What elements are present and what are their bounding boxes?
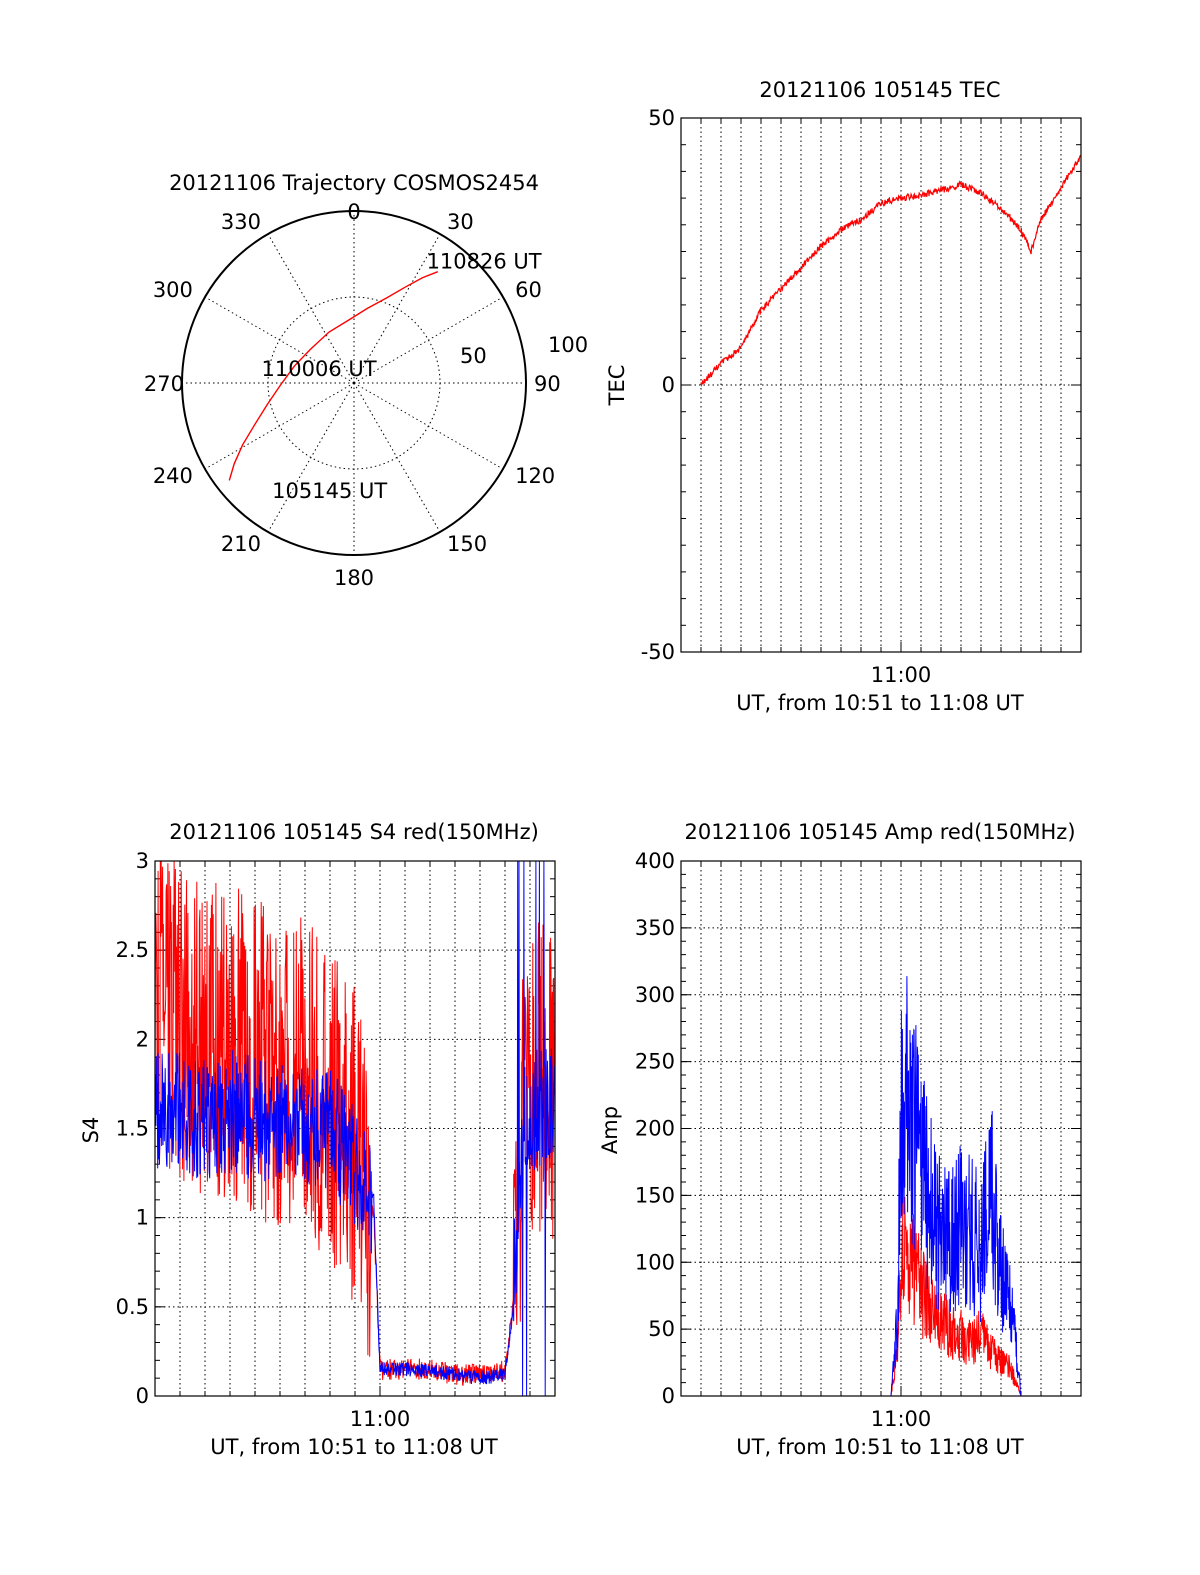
polar-azimuth-label: 210 bbox=[221, 532, 261, 556]
amp-ytick-label: 250 bbox=[635, 1050, 675, 1074]
amp-frame bbox=[680, 860, 1082, 1397]
polar-azimuth-labels: 0 30 60 90 120 150 180 210 240 270 300 330 bbox=[144, 200, 561, 590]
s4-series bbox=[154, 860, 556, 1397]
polar-trajectory-plot: 20121106 Trajectory COSMOS2454 0 30 60 90 12… bbox=[144, 171, 588, 590]
polar-azimuth-label: 180 bbox=[334, 566, 374, 590]
s4-ytick-label: 1 bbox=[136, 1206, 149, 1230]
tec-ylabel: TEC bbox=[605, 365, 629, 407]
amp-plot: 20121106 105145 Amp red(150MHz) Amp UT, … bbox=[598, 820, 1082, 1459]
polar-grid bbox=[181, 210, 527, 556]
polar-spoke bbox=[267, 233, 355, 384]
polar-annotations: 110826 UT 110006 UT 105145 UT bbox=[262, 249, 542, 503]
tec-series-line-main bbox=[700, 154, 1082, 388]
s4-ytick-label: 0.5 bbox=[116, 1295, 149, 1319]
s4-frame bbox=[154, 860, 556, 1397]
amp-ytick-label: 350 bbox=[635, 916, 675, 940]
amp-ticks: 0 50 100 150 200 250 300 350 400 11:00 bbox=[635, 849, 1082, 1431]
polar-time-annotation: 110006 UT bbox=[262, 357, 377, 381]
polar-azimuth-label: 240 bbox=[153, 464, 193, 488]
tec-ytick-label: 0 bbox=[662, 373, 675, 397]
polar-spoke bbox=[353, 233, 441, 384]
polar-time-annotation: 110826 UT bbox=[427, 249, 542, 273]
polar-spoke bbox=[204, 382, 355, 470]
amp-grid bbox=[681, 861, 1081, 1396]
amp-ytick-label: 300 bbox=[635, 983, 675, 1007]
tec-frame bbox=[680, 117, 1082, 653]
tec-title: 20121106 105145 TEC bbox=[759, 78, 1000, 102]
s4-xtick-label: 11:00 bbox=[350, 1407, 411, 1431]
polar-series bbox=[228, 271, 439, 481]
polar-azimuth-label: 120 bbox=[515, 464, 555, 488]
amp-ylabel: Amp bbox=[598, 1106, 622, 1154]
s4-ytick-label: 2.5 bbox=[116, 938, 149, 962]
polar-azimuth-label: 0 bbox=[347, 200, 360, 224]
s4-ytick-label: 1.5 bbox=[116, 1117, 149, 1141]
s4-grid bbox=[155, 861, 555, 1396]
tec-plot: 20121106 105145 TEC TEC UT, from 10:51 t… bbox=[605, 78, 1082, 715]
s4-series-line-blue bbox=[154, 860, 556, 1397]
amp-ytick-label: 200 bbox=[635, 1117, 675, 1141]
tec-series bbox=[700, 154, 1082, 388]
s4-ytick-label: 3 bbox=[136, 849, 149, 873]
s4-xlabel: UT, from 10:51 to 11:08 UT bbox=[210, 1435, 498, 1459]
amp-series-line-red bbox=[701, 1196, 1081, 1397]
amp-title: 20121106 105145 Amp red(150MHz) bbox=[684, 820, 1075, 844]
polar-radius-labels: 50 100 bbox=[460, 333, 588, 368]
amp-series bbox=[701, 976, 1081, 1397]
polar-azimuth-label: 60 bbox=[515, 278, 542, 302]
s4-series-line-red bbox=[154, 860, 556, 1386]
amp-xtick-label: 11:00 bbox=[871, 1407, 932, 1431]
s4-plot: 20121106 105145 S4 red(150MHz) S4 UT, fr… bbox=[79, 820, 556, 1459]
tec-xtick-label: 11:00 bbox=[871, 663, 932, 687]
polar-azimuth-label: 330 bbox=[221, 210, 261, 234]
s4-ytick-label: 2 bbox=[136, 1027, 149, 1051]
amp-xlabel: UT, from 10:51 to 11:08 UT bbox=[736, 1435, 1024, 1459]
amp-ytick-label: 400 bbox=[635, 849, 675, 873]
amp-series-line-blue bbox=[701, 976, 1081, 1397]
polar-azimuth-label: 300 bbox=[153, 278, 193, 302]
polar-time-annotation: 105145 UT bbox=[272, 479, 387, 503]
amp-ytick-label: 50 bbox=[648, 1317, 675, 1341]
tec-ytick-label: 50 bbox=[648, 106, 675, 130]
polar-spoke bbox=[353, 382, 441, 533]
polar-trajectory-line bbox=[228, 271, 439, 481]
s4-ytick-label: 0 bbox=[136, 1384, 149, 1408]
polar-azimuth-label: 270 bbox=[144, 372, 184, 396]
amp-ytick-label: 150 bbox=[635, 1183, 675, 1207]
tec-ticks: -50 0 50 11:00 bbox=[641, 106, 1082, 687]
polar-spoke bbox=[353, 382, 504, 470]
polar-radius-label: 50 bbox=[460, 344, 487, 368]
polar-azimuth-label: 90 bbox=[534, 372, 561, 396]
tec-grid bbox=[681, 118, 1081, 652]
tec-ytick-label: -50 bbox=[641, 640, 675, 664]
polar-azimuth-label: 30 bbox=[447, 210, 474, 234]
polar-azimuth-label: 150 bbox=[447, 532, 487, 556]
amp-ytick-label: 100 bbox=[635, 1250, 675, 1274]
s4-ylabel: S4 bbox=[79, 1117, 103, 1144]
polar-spoke bbox=[204, 296, 355, 384]
polar-spoke bbox=[353, 296, 504, 384]
polar-title: 20121106 Trajectory COSMOS2454 bbox=[169, 171, 539, 195]
polar-radius-label: 100 bbox=[548, 333, 588, 357]
tec-xlabel: UT, from 10:51 to 11:08 UT bbox=[736, 691, 1024, 715]
polar-spoke bbox=[267, 382, 355, 533]
s4-title: 20121106 105145 S4 red(150MHz) bbox=[169, 820, 539, 844]
amp-ytick-label: 0 bbox=[662, 1384, 675, 1408]
